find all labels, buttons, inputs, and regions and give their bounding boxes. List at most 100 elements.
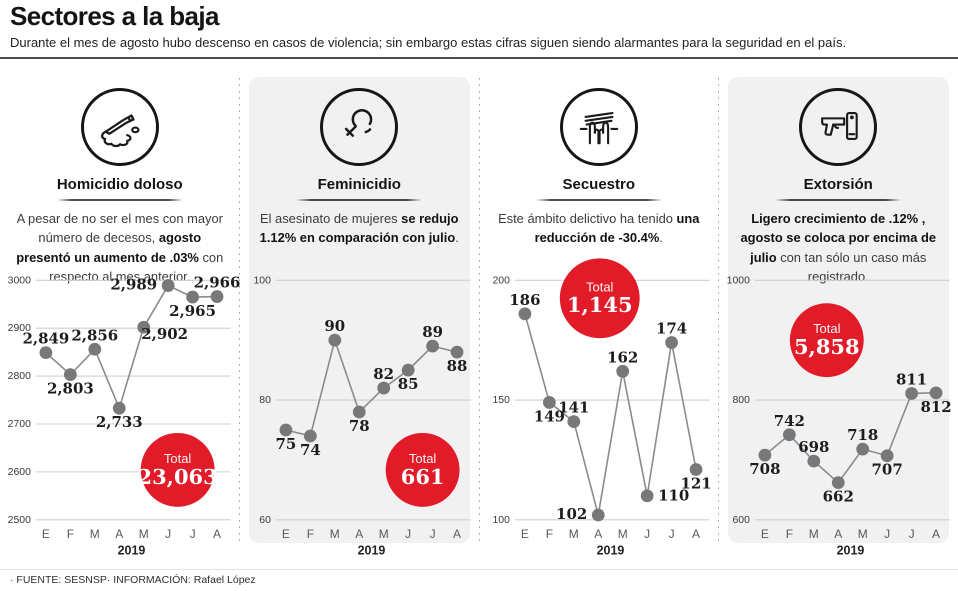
bound-hands-icon	[576, 104, 622, 150]
data-point	[327, 333, 341, 347]
x-tick-label: J	[884, 527, 890, 541]
data-point	[303, 429, 317, 443]
data-point	[401, 363, 415, 377]
total-label: Total	[164, 451, 192, 466]
point-label: 89	[422, 323, 443, 341]
point-label: 149	[534, 407, 565, 425]
data-point	[352, 405, 366, 419]
point-label: 2,989	[110, 276, 157, 294]
knife-blood-icon	[97, 104, 143, 150]
x-tick-label: F	[306, 527, 313, 541]
panel-description: Ligero crecimiento de .12% , agosto se c…	[732, 209, 946, 286]
point-label: 75	[275, 435, 296, 453]
data-point	[591, 508, 605, 522]
total-circle	[140, 432, 215, 507]
total-label: Total	[408, 451, 436, 466]
point-label: 121	[680, 474, 711, 492]
grid: 3000 2900 2800 2700 2600 2500	[8, 275, 231, 526]
point-label: 110	[658, 486, 689, 504]
description-bold-segment: agosto presentó un aumento de .03%	[16, 230, 202, 265]
data-point	[640, 489, 654, 503]
total-circle	[385, 432, 460, 507]
data-point	[689, 463, 703, 476]
point-label: 2,849	[22, 330, 69, 348]
panel-icon-circle	[559, 88, 638, 166]
title-underline	[535, 199, 662, 201]
y-axis-tick-label: 1000	[726, 275, 749, 286]
x-axis: E F M A M J J A 2019	[281, 527, 460, 558]
description-segment: .	[455, 230, 459, 246]
y-axis-tick-label: 100	[253, 275, 271, 286]
crime-panel-1: Homicidio doloso A pesar de no ser el me…	[0, 75, 240, 569]
x-tick-label: J	[669, 527, 675, 541]
data-point	[855, 442, 869, 456]
point-labels: 708 742 698 662 718 707 811 812	[749, 370, 951, 505]
data-point	[567, 415, 581, 428]
x-tick-label: A	[355, 527, 363, 541]
point-label: 90	[324, 317, 345, 335]
broken-female-symbol-icon	[336, 104, 382, 150]
data-point	[518, 307, 532, 321]
point-label: 707	[871, 461, 902, 479]
y-axis-tick-label: 150	[492, 395, 510, 406]
panels-row: Homicidio doloso A pesar de no ser el me…	[0, 75, 958, 569]
y-axis-tick-label: 3000	[8, 275, 31, 286]
x-tick-label: E	[42, 527, 50, 541]
point-label: 2,803	[47, 380, 94, 398]
x-axis: E F M A M J J A 2019	[760, 527, 939, 558]
total-value: 23,063	[138, 464, 218, 489]
data-point	[616, 364, 630, 378]
line-chart: 1000 800 600 Total 5,858 708 742 698 662 718 707 81…	[719, 268, 958, 568]
point-label: 162	[607, 348, 638, 366]
y-axis-tick-label: 60	[259, 515, 271, 526]
source-credit: · FUENTE: SESNSP· INFORMACIÓN: Rafael Ló…	[10, 574, 256, 586]
y-axis-tick-label: 200	[492, 275, 510, 286]
point-label: 718	[847, 426, 878, 444]
gun-phone-icon	[815, 104, 861, 150]
x-axis-title: 2019	[836, 544, 864, 558]
title-underline	[296, 199, 423, 201]
panel-icon-circle	[80, 88, 159, 166]
x-tick-label: E	[281, 527, 289, 541]
x-tick-label: M	[569, 527, 579, 541]
x-tick-label: F	[546, 527, 553, 541]
point-label: 2,965	[169, 302, 216, 320]
header-divider	[0, 57, 958, 59]
point-label: 186	[509, 291, 540, 309]
x-tick-label: M	[618, 527, 628, 541]
x-axis-title: 2019	[118, 544, 146, 558]
panel-icon-circle	[799, 88, 878, 166]
point-label: 811	[895, 370, 926, 388]
x-tick-label: E	[760, 527, 768, 541]
data-point	[137, 320, 151, 334]
x-axis: E F M A M J J A 2019	[521, 527, 700, 558]
total-label: Total	[586, 279, 614, 294]
data-point	[210, 290, 224, 303]
x-tick-label: A	[594, 527, 602, 541]
panel-description: El asesinato de mujeres se redujo 1.12% …	[253, 209, 467, 248]
description-bold-segment: se redujo 1.12% en comparación con julio	[259, 211, 459, 246]
data-points	[758, 386, 942, 490]
x-tick-label: F	[785, 527, 792, 541]
x-tick-label: J	[644, 527, 650, 541]
y-axis-tick-label: 100	[492, 515, 510, 526]
x-tick-label: M	[329, 527, 339, 541]
point-label: 102	[556, 505, 587, 523]
crime-panel-4: Extorsión Ligero crecimiento de .12% , a…	[718, 75, 958, 569]
point-label: 662	[822, 488, 853, 506]
y-axis-tick-label: 2900	[8, 323, 31, 334]
grid: 1000 800 600	[726, 275, 950, 526]
panel-description: Este ámbito delictivo ha tenido una redu…	[492, 209, 706, 248]
x-tick-label: M	[90, 527, 100, 541]
data-point	[112, 401, 126, 415]
data-points	[518, 307, 703, 522]
x-tick-label: A	[115, 527, 123, 541]
description-segment: El asesinato de mujeres	[260, 211, 402, 226]
description-segment: .	[659, 230, 663, 246]
data-points	[279, 333, 463, 443]
